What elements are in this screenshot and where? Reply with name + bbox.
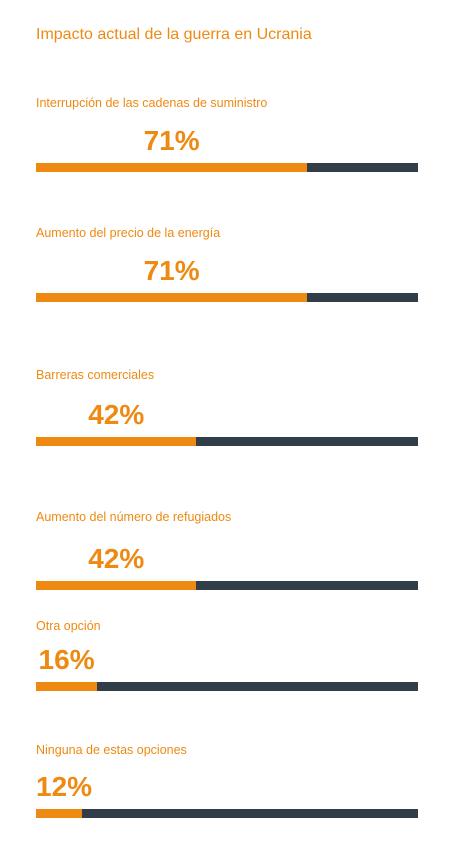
bar-value-label: 71% [143, 255, 200, 286]
bar-track [36, 163, 418, 172]
bar-category-label: Ninguna de estas opciones [36, 743, 187, 757]
bar-fill [36, 437, 197, 446]
bar-fill [36, 809, 82, 818]
bar-value-label: 42% [88, 543, 145, 574]
bar-fill [36, 581, 197, 590]
bar-fill [36, 682, 98, 691]
bar-track [36, 682, 418, 691]
bar-value-label: 42% [88, 399, 145, 430]
chart-title: Impacto actual de la guerra en Ucrania [36, 26, 312, 43]
bar-track [36, 437, 418, 446]
bar-category-label: Aumento del precio de la energía [36, 226, 221, 240]
bar-category-label: Barreras comerciales [36, 368, 155, 382]
bar-category-label: Aumento del número de refugiados [36, 510, 232, 524]
bar-fill [36, 293, 308, 302]
bar-track [36, 809, 418, 818]
bar-value-label: 16% [38, 644, 95, 675]
bar-value-label: 12% [36, 771, 93, 802]
bar-fill [36, 163, 308, 172]
bar-category-label: Otra opción [36, 619, 101, 633]
bar-category-label: Interrupción de las cadenas de suministr… [36, 96, 268, 110]
bar-track [36, 293, 418, 302]
bar-value-label: 71% [143, 125, 200, 156]
bar-track [36, 581, 418, 590]
